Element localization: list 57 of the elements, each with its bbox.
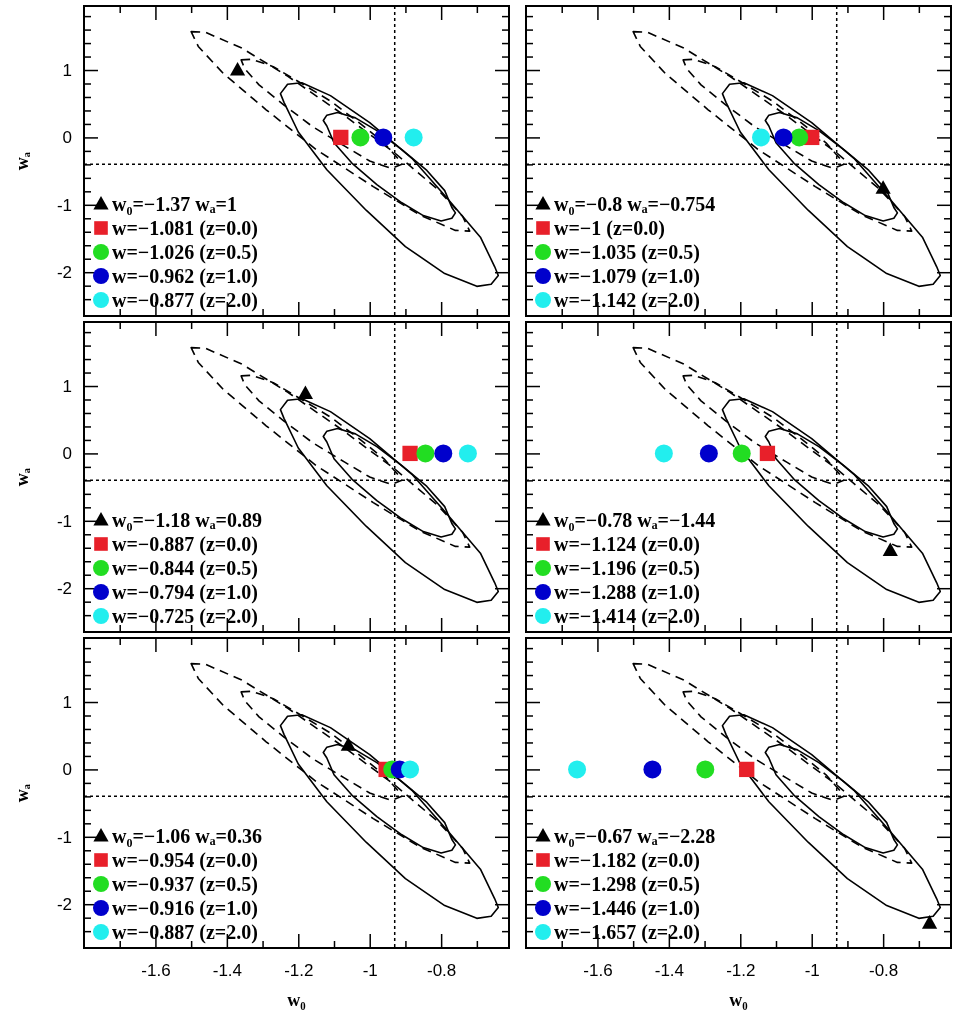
legend-label: w=−1.657 (z=2.0) (554, 921, 700, 944)
x-tick-label: -1.2 (726, 961, 756, 981)
x-tick-label: -1.2 (284, 961, 314, 981)
y-axis-title: wₐ (12, 151, 32, 171)
legend-label: w=−1.298 (z=0.5) (554, 873, 700, 896)
x-tick-label: -0.8 (426, 961, 457, 981)
legend-label: w=−0.794 (z=1.0) (112, 581, 258, 604)
legend-label: w=−1.196 (z=0.5) (554, 557, 700, 580)
x-axis-title: w₀ (729, 990, 748, 1010)
legend-label: w₀=−1.06 wₐ=0.36 (112, 825, 262, 847)
legend-label: w=−1.081 (z=0.0) (112, 217, 258, 240)
legend-label: w₀=−1.18 wₐ=0.89 (112, 509, 262, 531)
legend-label: w=−0.725 (z=2.0) (112, 605, 258, 628)
legend-label: w=−1.035 (z=0.5) (554, 241, 700, 264)
x-tick-label: -1.6 (141, 961, 171, 981)
legend-label: w₀=−0.78 wₐ=−1.44 (554, 509, 716, 531)
legend-label: w=−0.954 (z=0.0) (112, 849, 258, 872)
x-tick-label: -0.8 (868, 961, 899, 981)
y-tick-label: -1 (56, 195, 72, 215)
y-axis-title: wₐ (12, 783, 32, 803)
y-axis-title: wₐ (12, 467, 32, 487)
y-tick-label: 1 (62, 376, 72, 396)
x-axis-title: w₀ (287, 990, 306, 1010)
y-tick-label: 1 (62, 60, 72, 80)
x-tick-label: -1.4 (212, 961, 243, 981)
x-tick-label: -1 (362, 961, 378, 981)
y-tick-label: -1 (56, 511, 72, 531)
x-tick-label: -1.4 (654, 961, 685, 981)
y-tick-label: 0 (62, 444, 72, 464)
legend-label: w=−1.182 (z=0.0) (554, 849, 700, 872)
x-tick-label: -1.6 (583, 961, 613, 981)
y-tick-label: -1 (56, 827, 72, 847)
legend-label: w=−1 (z=0.0) (554, 217, 665, 240)
y-tick-label: 1 (62, 692, 72, 712)
y-tick-label: 0 (62, 760, 72, 780)
legend-label: w=−0.887 (z=2.0) (112, 921, 258, 944)
legend-label: w=−0.962 (z=1.0) (112, 265, 258, 288)
legend-label: w=−0.916 (z=1.0) (112, 897, 258, 920)
legend-label: w₀=−0.8 wₐ=−0.754 (554, 193, 716, 215)
legend-label: w=−1.288 (z=1.0) (554, 581, 700, 604)
y-tick-label: -2 (56, 263, 72, 283)
legend-label: w=−0.844 (z=0.5) (112, 557, 258, 580)
legend-label: w=−0.887 (z=0.0) (112, 533, 258, 556)
legend-label: w=−0.877 (z=2.0) (112, 289, 258, 312)
legend-label: w=−1.414 (z=2.0) (554, 605, 700, 628)
legend-label: w=−1.142 (z=2.0) (554, 289, 700, 312)
y-tick-label: -2 (56, 579, 72, 599)
legend-label: w=−0.937 (z=0.5) (112, 873, 258, 896)
y-tick-label: -2 (56, 895, 72, 915)
legend-label: w₀=−1.37 wₐ=1 (112, 193, 237, 215)
legend-label: w=−1.079 (z=1.0) (554, 265, 700, 288)
legend-label: w=−1.446 (z=1.0) (554, 897, 700, 920)
legend-label: w₀=−0.67 wₐ=−2.28 (554, 825, 716, 847)
legend-label: w=−1.026 (z=0.5) (112, 241, 258, 264)
y-tick-label: 0 (62, 128, 72, 148)
x-tick-label: -1 (804, 961, 820, 981)
legend-label: w=−1.124 (z=0.0) (554, 533, 700, 556)
